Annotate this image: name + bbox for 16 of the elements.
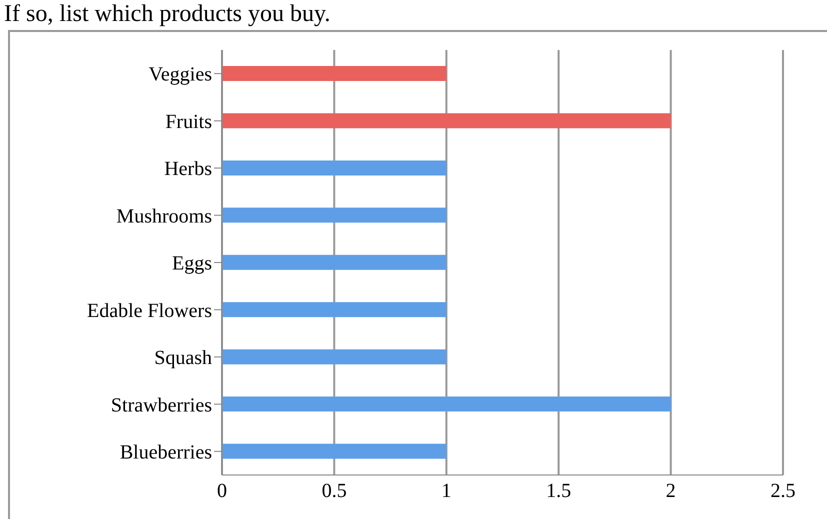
x-tick-label: 2.5 xyxy=(770,480,796,502)
x-tick-label: 0.5 xyxy=(322,480,347,502)
x-tick-label: 1.5 xyxy=(546,480,572,502)
chart-title: If so, list which products you buy. xyxy=(4,0,330,28)
y-tick-label: Squash xyxy=(154,347,212,370)
y-tick-label: Veggies xyxy=(148,64,212,86)
x-tick-label: 1 xyxy=(441,480,452,502)
x-tick-label: 0 xyxy=(217,480,227,502)
y-tick-label: Blueberries xyxy=(120,441,212,464)
y-tick-label: Fruits xyxy=(165,110,212,133)
y-tick-label: Herbs xyxy=(164,158,212,180)
y-tick-label: Strawberries xyxy=(110,394,212,416)
y-tick-label: Edable Flowers xyxy=(87,300,212,322)
y-tick-label: Eggs xyxy=(172,252,212,275)
y-tick-label: Mushrooms xyxy=(116,205,212,228)
x-tick-label: 2 xyxy=(666,480,676,502)
